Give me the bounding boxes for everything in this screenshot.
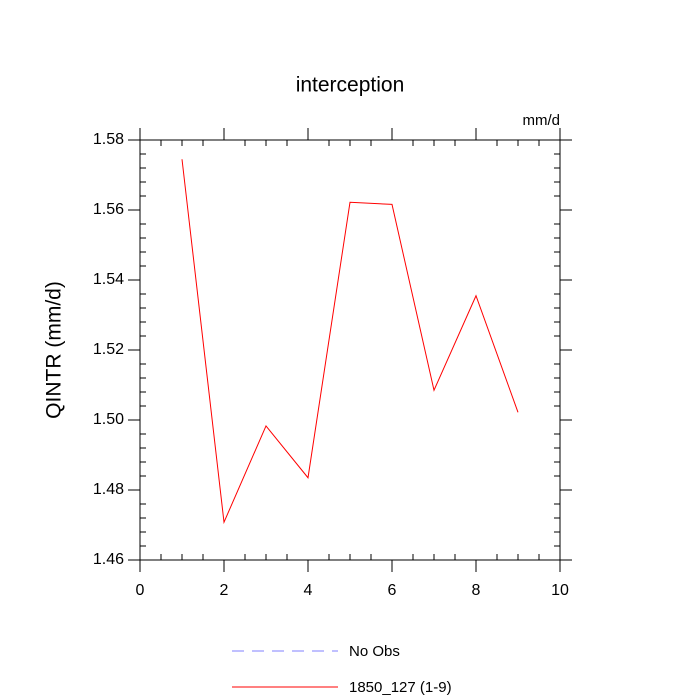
legend-label: No Obs	[349, 643, 400, 660]
x-tick-label: 4	[304, 582, 313, 599]
y-tick-label: 1.54	[93, 271, 124, 288]
y-tick-label: 1.52	[93, 341, 124, 358]
y-tick-label: 1.48	[93, 481, 124, 498]
x-tick-label: 8	[472, 582, 481, 599]
y-tick-label: 1.58	[93, 131, 124, 148]
y-axis-label: QINTR (mm/d)	[43, 281, 66, 419]
units-label: mm/d	[523, 112, 561, 129]
legend-label: 1850_127 (1-9)	[349, 679, 452, 696]
x-tick-label: 0	[136, 582, 145, 599]
x-tick-label: 6	[388, 582, 397, 599]
x-tick-label: 10	[551, 582, 569, 599]
data-line	[181, 159, 519, 525]
x-tick-label: 2	[220, 582, 229, 599]
chart-title: interception	[296, 74, 405, 97]
y-tick-label: 1.50	[93, 411, 124, 428]
y-tick-label: 1.46	[93, 551, 124, 568]
y-tick-label: 1.56	[93, 201, 124, 218]
